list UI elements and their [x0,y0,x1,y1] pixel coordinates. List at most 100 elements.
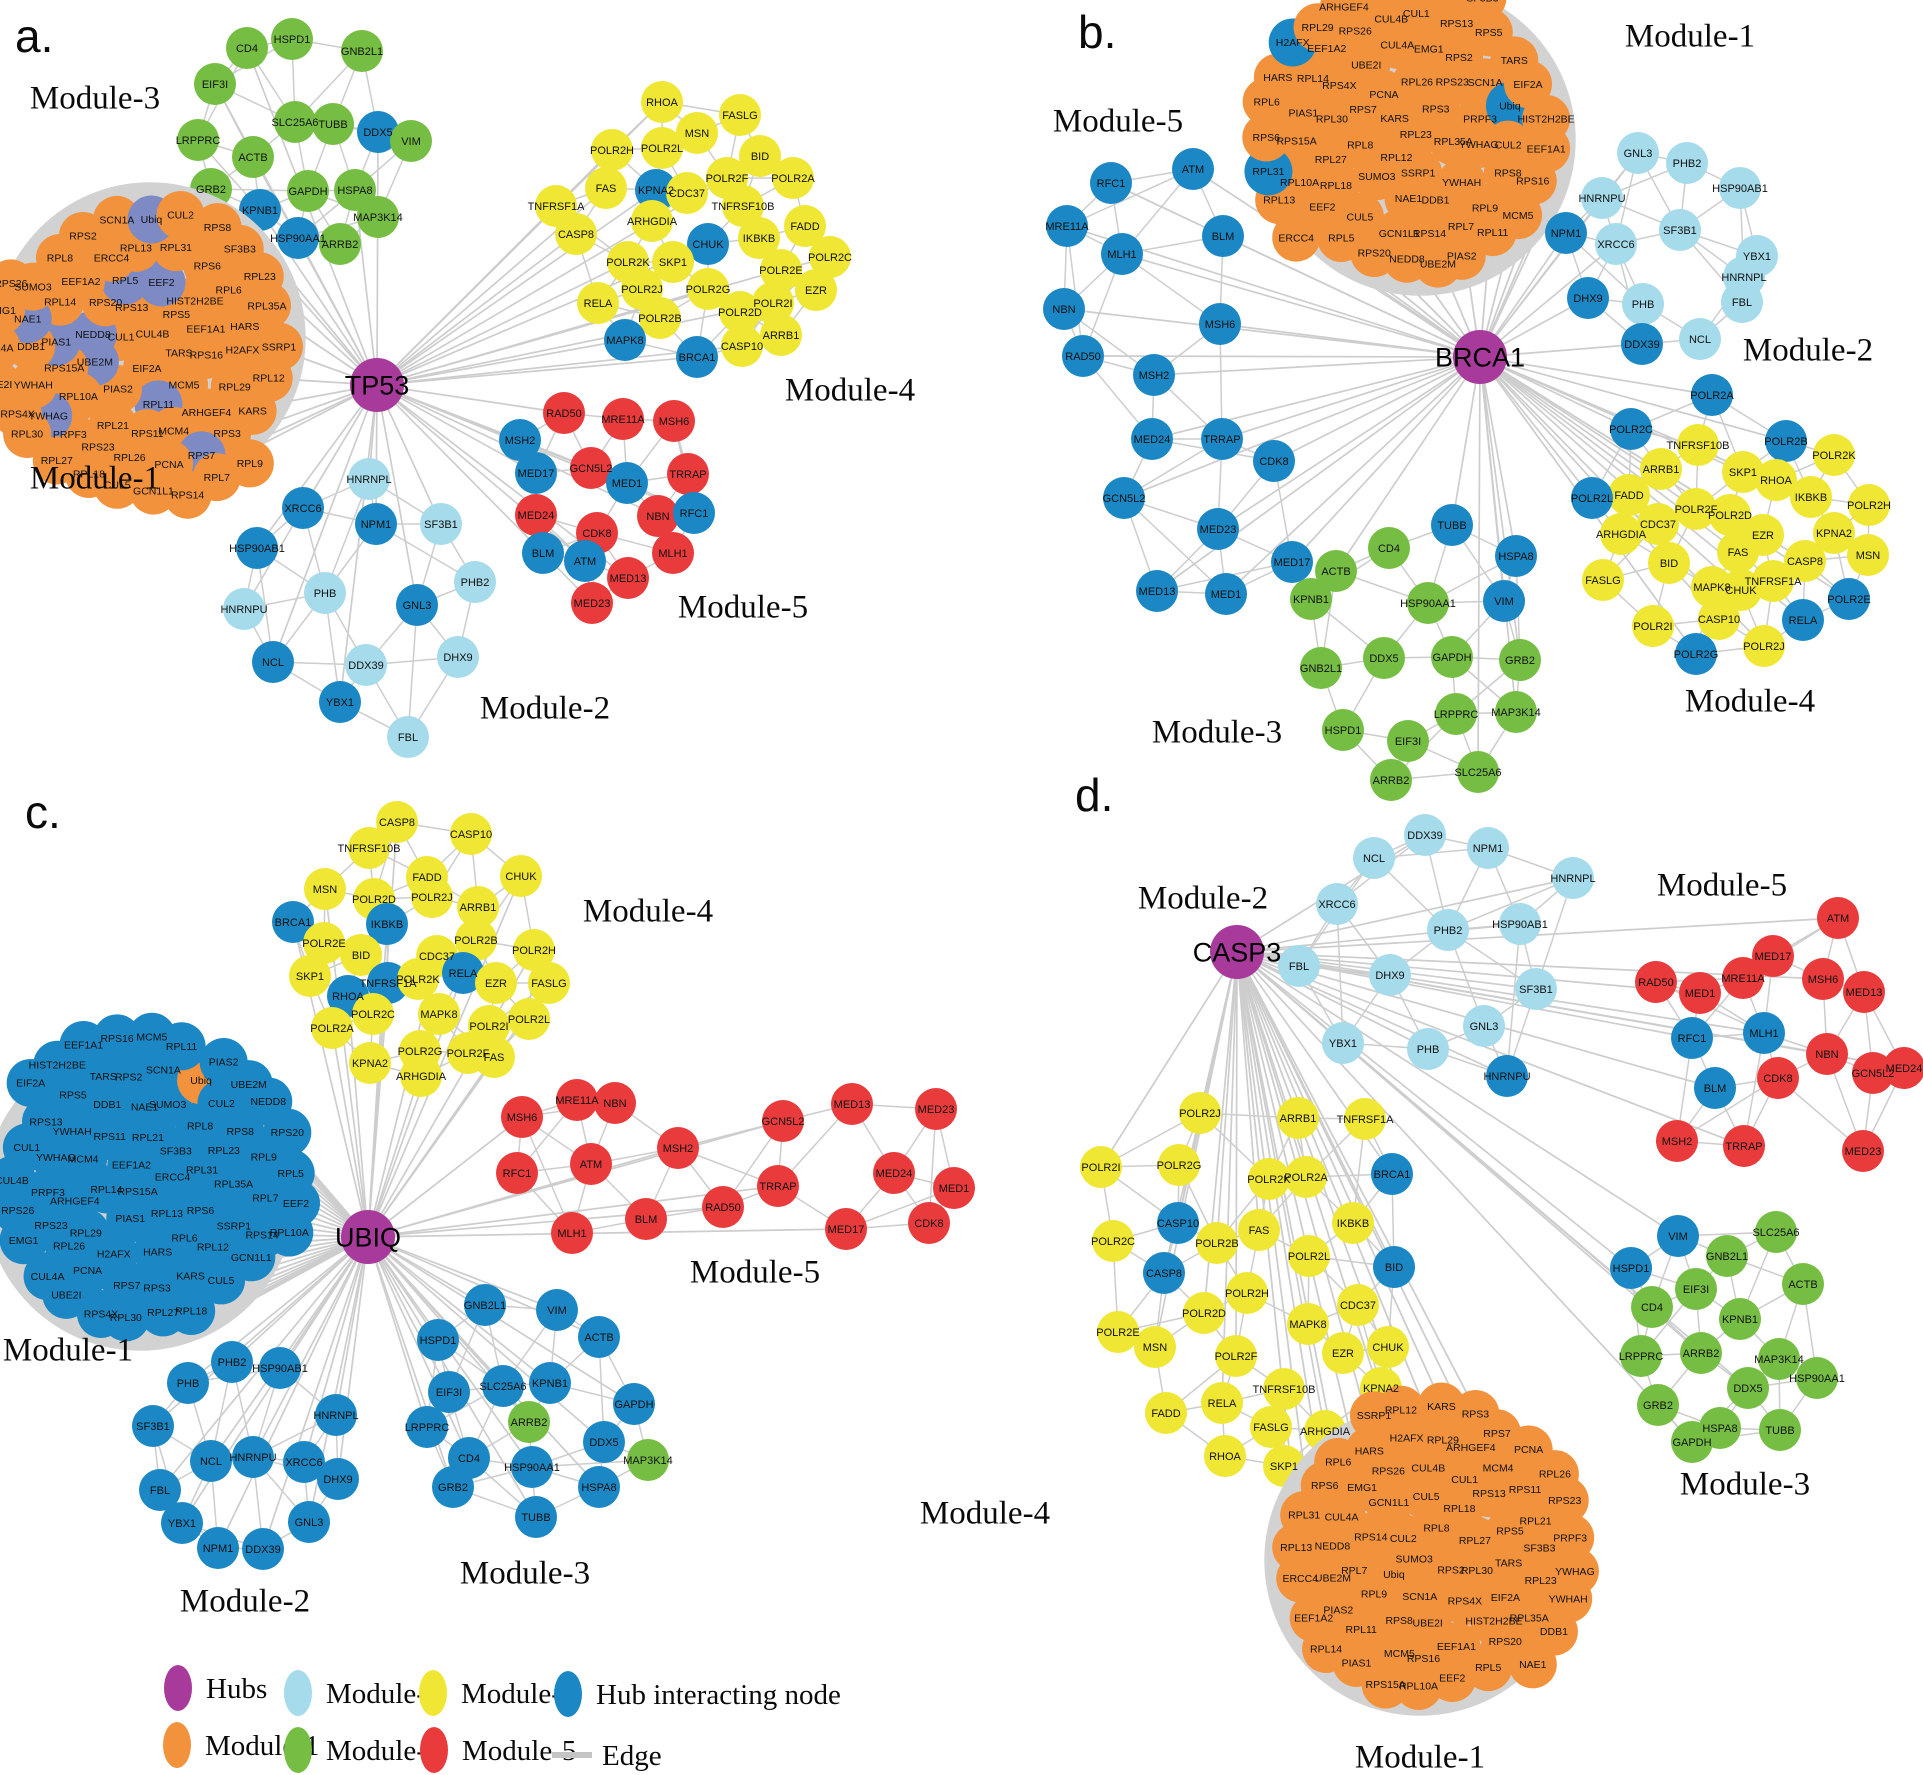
node-label-TRRAP: TRRAP [669,469,706,481]
node-label-BRCA1: BRCA1 [679,352,716,364]
node-RHOA [1204,1435,1246,1477]
node-label-GCN5L2: GCN5L2 [762,1116,805,1128]
node-label-CUL4A: CUL4A [0,342,13,354]
node-label-NBN: NBN [646,511,669,523]
node-MED17 [825,1208,867,1250]
node-GAPDH [1671,1421,1713,1463]
panel-d-labels: DDX39 NPM1 NCL HNRNPL XRCC6 PHB2 HSP90AB1 FBL DH… [920,769,1922,1775]
node-label-PIAS1: PIAS1 [41,336,71,348]
node-label-VIM: VIM [401,136,421,148]
node-label-POLR2H: POLR2H [1847,500,1891,512]
node-label-POLR2J: POLR2J [621,284,663,296]
node-ATM [564,540,606,582]
legend-swatch-hubs [164,1665,192,1711]
node-label-MED17: MED17 [518,468,555,480]
edge [367,1236,635,1405]
node-label-CUL2: CUL2 [208,1098,235,1110]
legend-swatch-module-3 [284,1727,312,1773]
edge [1216,951,1238,1244]
node-label-RPL30: RPL30 [110,1312,142,1324]
node-SF3B3 [1458,0,1507,22]
node-label-RPS14: RPS14 [171,489,204,501]
node-label-ERCC4: ERCC4 [1278,232,1314,244]
node-label-CUL2: CUL2 [1390,1533,1417,1545]
node-label-HIST2H2BE: HIST2H2BE [1517,114,1574,126]
module-label-d-3: Module-3 [1680,1467,1810,1503]
node-label-Ubiq: Ubiq [1383,1569,1405,1581]
panel-b-edges [1063,152,1870,781]
node-label-CASP10: CASP10 [1698,614,1740,626]
node-MCM4 [1351,0,1395,15]
node-label-RPL5: RPL5 [112,275,138,287]
node-label-TNFRSF10B: TNFRSF10B [338,843,401,855]
node-label-RPS13: RPS13 [1472,1488,1505,1500]
node-label-YWHAH: YWHAH [53,1126,92,1138]
node-MSH6 [1802,958,1844,1000]
node-label-FADD: FADD [790,221,819,233]
node-label-MRE11A: MRE11A [601,414,645,426]
node-label-RPS6: RPS6 [1311,1480,1339,1492]
node-HSPD1 [417,1319,459,1361]
node-YBX1 [1322,1022,1364,1064]
node-label-POLR2L: POLR2L [1571,493,1613,505]
node-label-MCM5: MCM5 [1384,1648,1415,1660]
node-ARRB2 [319,223,361,265]
node-label-RPS4X: RPS4X [0,409,34,421]
node-label-XRCC6: XRCC6 [284,503,321,515]
node-FBL [387,716,429,758]
node-label-CASP8: CASP8 [1787,556,1823,568]
node-GNL3 [1463,1005,1505,1047]
node-CD4 [1368,527,1410,569]
node-MAPK8 [1287,1303,1329,1345]
node-label-FASLG: FASLG [1585,575,1620,587]
node-HSPD1 [1610,1247,1652,1289]
node-label-RPL10A: RPL10A [59,391,98,403]
node-BRCA1 [1371,1153,1413,1195]
node-label-MSN: MSN [313,884,338,896]
node-label-EIF3I: EIF3I [202,79,228,91]
node-label-RPL14: RPL14 [1310,1644,1342,1656]
node-ARRB2 [1370,759,1412,801]
node-RPL12 [1376,1385,1425,1434]
node-RPS26 [0,259,35,308]
node-ARRB2 [1680,1332,1722,1374]
node-MAP3K14 [1495,691,1537,733]
node-NCL [252,641,294,683]
node-label-HNRNPU: HNRNPU [1578,193,1625,205]
node-GRB2 [1637,1384,1679,1426]
node-DHX9 [317,1458,359,1500]
node-ARRB1 [1640,448,1682,490]
node-label-FBL: FBL [398,732,418,744]
node-label-GNB2L1: GNB2L1 [341,46,383,58]
edge [210,1236,369,1462]
node-label-POLR2G: POLR2G [686,284,731,296]
module-label-d-0: Module-2 [1138,881,1268,917]
node-label-GNB2L1: GNB2L1 [464,1300,506,1312]
node-label-TUBB: TUBB [521,1512,550,1524]
node-RELA [442,952,484,994]
edge [376,384,586,562]
node-PHB2 [454,561,496,603]
node-label-NAE1: NAE1 [131,1102,159,1114]
node-label-GAPDH: GAPDH [614,1399,653,1411]
node-label-HIST2H2BE: HIST2H2BE [29,1059,86,1071]
node-FAS [585,167,627,209]
node-label-KPNA2: KPNA2 [638,185,674,197]
panel-a-module-4 [535,81,851,378]
node-label-POLR2A: POLR2A [771,173,815,185]
node-POLR2E [1828,578,1870,620]
node-label-RPL31: RPL31 [186,1165,218,1177]
node-label-EIF2A: EIF2A [16,1078,45,1090]
node-HSP90AA1 [1796,1357,1838,1399]
node-label-RPS16: RPS16 [100,1033,133,1045]
node-MLH1 [551,1212,593,1254]
node-label-RPL35A: RPL35A [247,300,286,312]
edge [376,302,774,386]
node-label-CUL4B: CUL4B [1411,1462,1445,1474]
node-label-SKP1: SKP1 [1729,467,1757,479]
node-NAE1 [1508,1640,1557,1689]
node-label-RPL11: RPL11 [143,399,174,411]
edge [1479,343,1643,358]
node-label-MED24: MED24 [1886,1063,1923,1075]
node-POLR2A [311,1007,353,1049]
